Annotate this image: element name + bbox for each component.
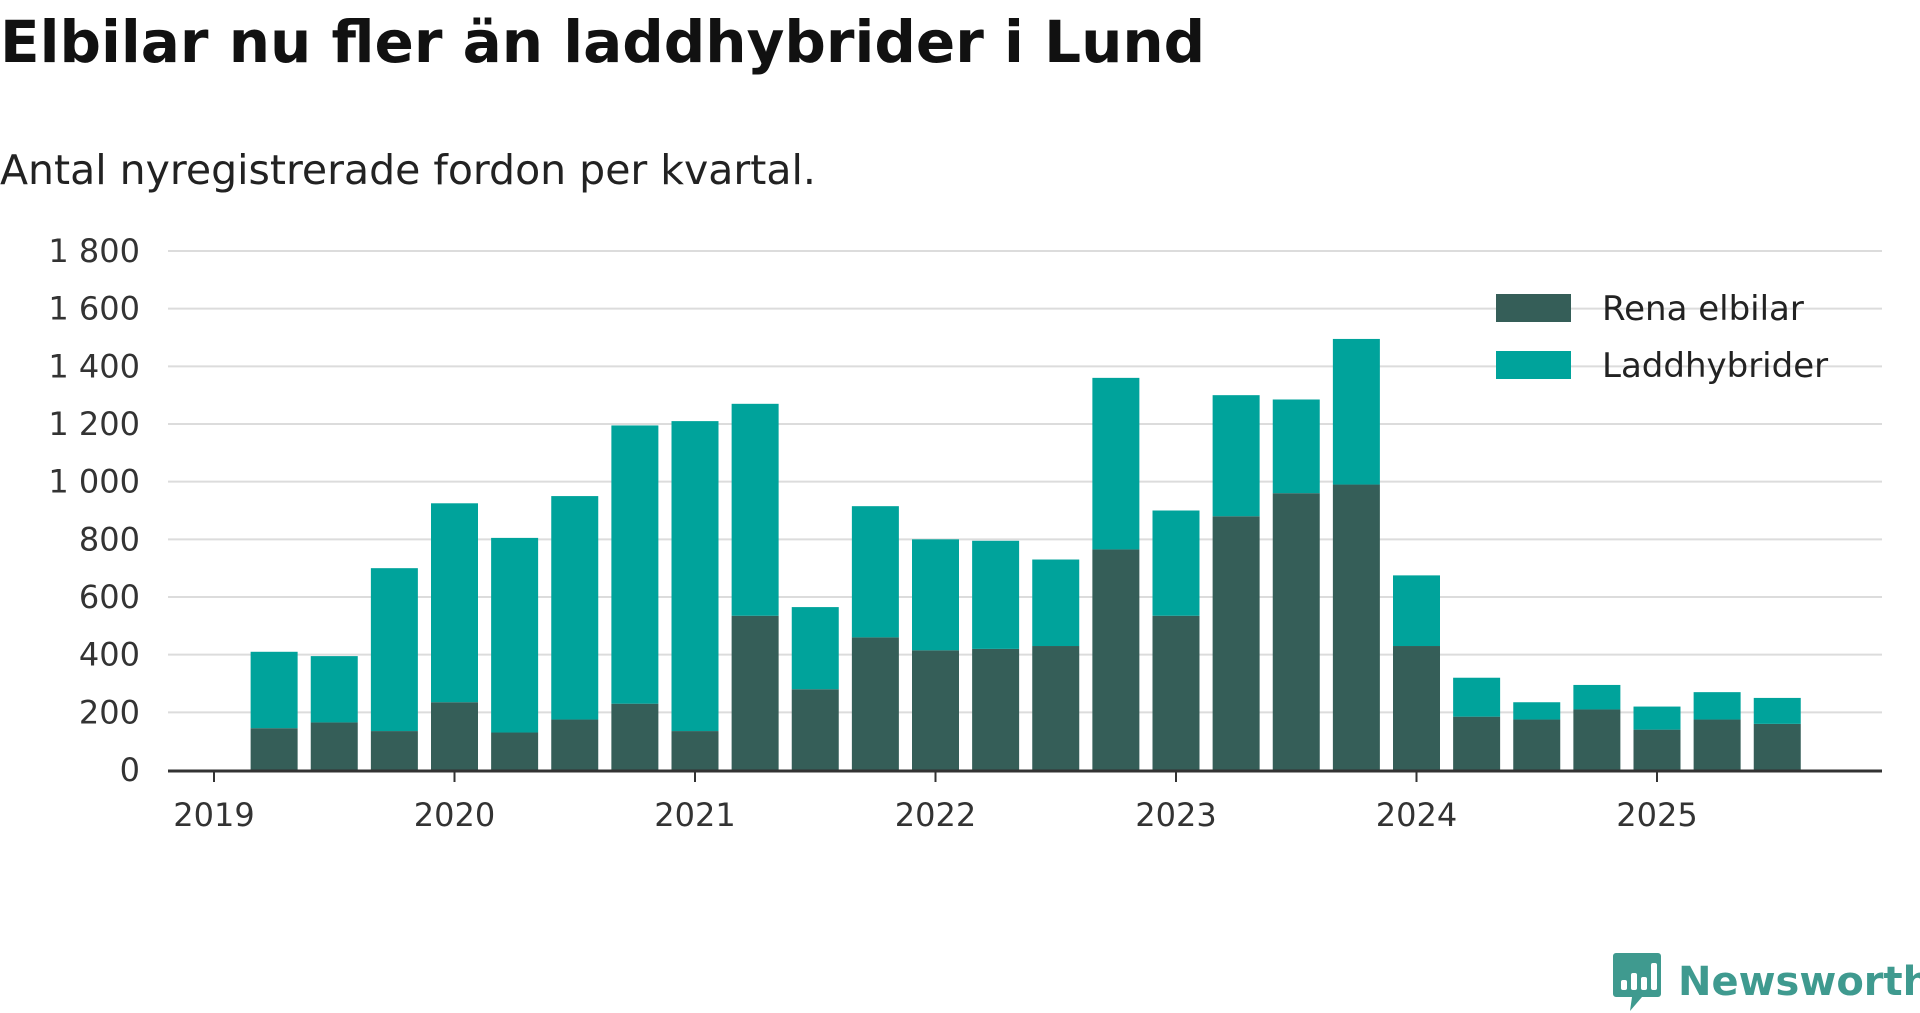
y-tick-label: 600 [79,578,140,616]
bar-rena-elbilar [1332,484,1380,770]
bar-laddhybrider [1332,338,1380,485]
bar-laddhybrider [370,568,418,732]
x-tick-label: 2019 [173,796,254,834]
y-tick-label: 1 800 [48,232,140,270]
bar-laddhybrider [491,537,539,733]
legend-swatch [1496,351,1571,379]
bar-laddhybrider [972,540,1020,649]
chart-subtitle: Antal nyregistrerade fordon per kvartal. [0,146,816,194]
chart-title: Elbilar nu fler än laddhybrider i Lund [0,8,1206,76]
bar-rena-elbilar [370,731,418,770]
bar-laddhybrider [1453,677,1501,717]
bar-laddhybrider [1693,692,1741,720]
bar-laddhybrider [1152,510,1200,616]
x-tick-label: 2021 [654,796,735,834]
bar-rena-elbilar [1633,729,1681,770]
legend-label: Rena elbilar [1602,289,1804,329]
bar-rena-elbilar [791,689,839,770]
bar-rena-elbilar [671,731,719,770]
bar-rena-elbilar [1152,615,1200,770]
bar-laddhybrider [851,506,899,638]
bar-laddhybrider [1573,684,1621,710]
y-tick-label: 800 [79,520,140,558]
bar-rena-elbilar [972,648,1020,770]
x-tick-label: 2024 [1376,796,1457,834]
bar-laddhybrider [791,607,839,690]
brand-logo: Newsworthy [1612,951,1920,1013]
y-tick-label: 200 [79,693,140,731]
bar-rena-elbilar [611,703,659,770]
y-tick-label: 1 000 [48,463,140,501]
bar-rena-elbilar [1092,549,1140,770]
bar-rena-elbilar [1693,719,1741,770]
bar-laddhybrider [1272,399,1320,494]
bar-laddhybrider [1393,575,1440,647]
bar-laddhybrider [1212,395,1260,517]
bar-laddhybrider [431,503,478,703]
y-tick-label: 0 [120,751,140,789]
x-tick-label: 2022 [895,796,976,834]
bar-laddhybrider [1633,706,1681,730]
bar-rena-elbilar [431,702,478,770]
bar-rena-elbilar [1453,716,1501,770]
x-tick-label: 2023 [1135,796,1216,834]
y-tick-label: 1 600 [48,290,140,328]
bar-laddhybrider [611,425,659,704]
x-tick-label: 2025 [1616,796,1697,834]
bar-rena-elbilar [1272,493,1320,770]
bar-laddhybrider [1092,377,1140,550]
y-axis-ticks: 0 200 400 600 800 1 000 1 200 1 400 1 600 1 800 [48,232,140,789]
bar-rena-elbilar [1032,646,1080,770]
legend-label: Laddhybrider [1602,346,1828,386]
bar-laddhybrider [1032,559,1080,647]
y-tick-label: 400 [79,636,140,674]
legend: Rena elbilar Laddhybrider [1496,289,1828,386]
bar-rena-elbilar [1753,723,1801,770]
bar-rena-elbilar [912,650,959,770]
y-tick-label: 1 200 [48,405,140,443]
bar-rena-elbilar [1513,719,1561,770]
x-axis: 2019 2020 2021 2022 2023 2024 2025 [168,769,1882,834]
bar-rena-elbilar [851,637,899,770]
bar-rena-elbilar [1393,646,1440,770]
bar-rena-elbilar [310,722,358,770]
bar-laddhybrider [731,403,779,616]
bar-laddhybrider [551,496,599,720]
bar-rena-elbilar [491,732,539,770]
brand-name: Newsworthy [1678,959,1920,1005]
bar-rena-elbilar [1212,516,1260,770]
gridlines [168,250,1882,714]
bar-rena-elbilar [551,719,599,770]
legend-swatch [1496,294,1571,322]
bar-rena-elbilar [250,728,298,770]
bar-laddhybrider [912,539,959,651]
bar-laddhybrider [1513,702,1561,720]
y-tick-label: 1 400 [48,347,140,385]
bar-laddhybrider [671,421,719,732]
bar-rena-elbilar [1573,709,1621,770]
newsworthy-logo-icon [1613,953,1661,1011]
bar-rena-elbilar [731,615,779,770]
bars [250,338,1801,770]
bar-laddhybrider [1753,697,1801,724]
bar-laddhybrider [310,656,358,723]
bar-laddhybrider [250,651,298,729]
x-tick-label: 2020 [414,796,495,834]
